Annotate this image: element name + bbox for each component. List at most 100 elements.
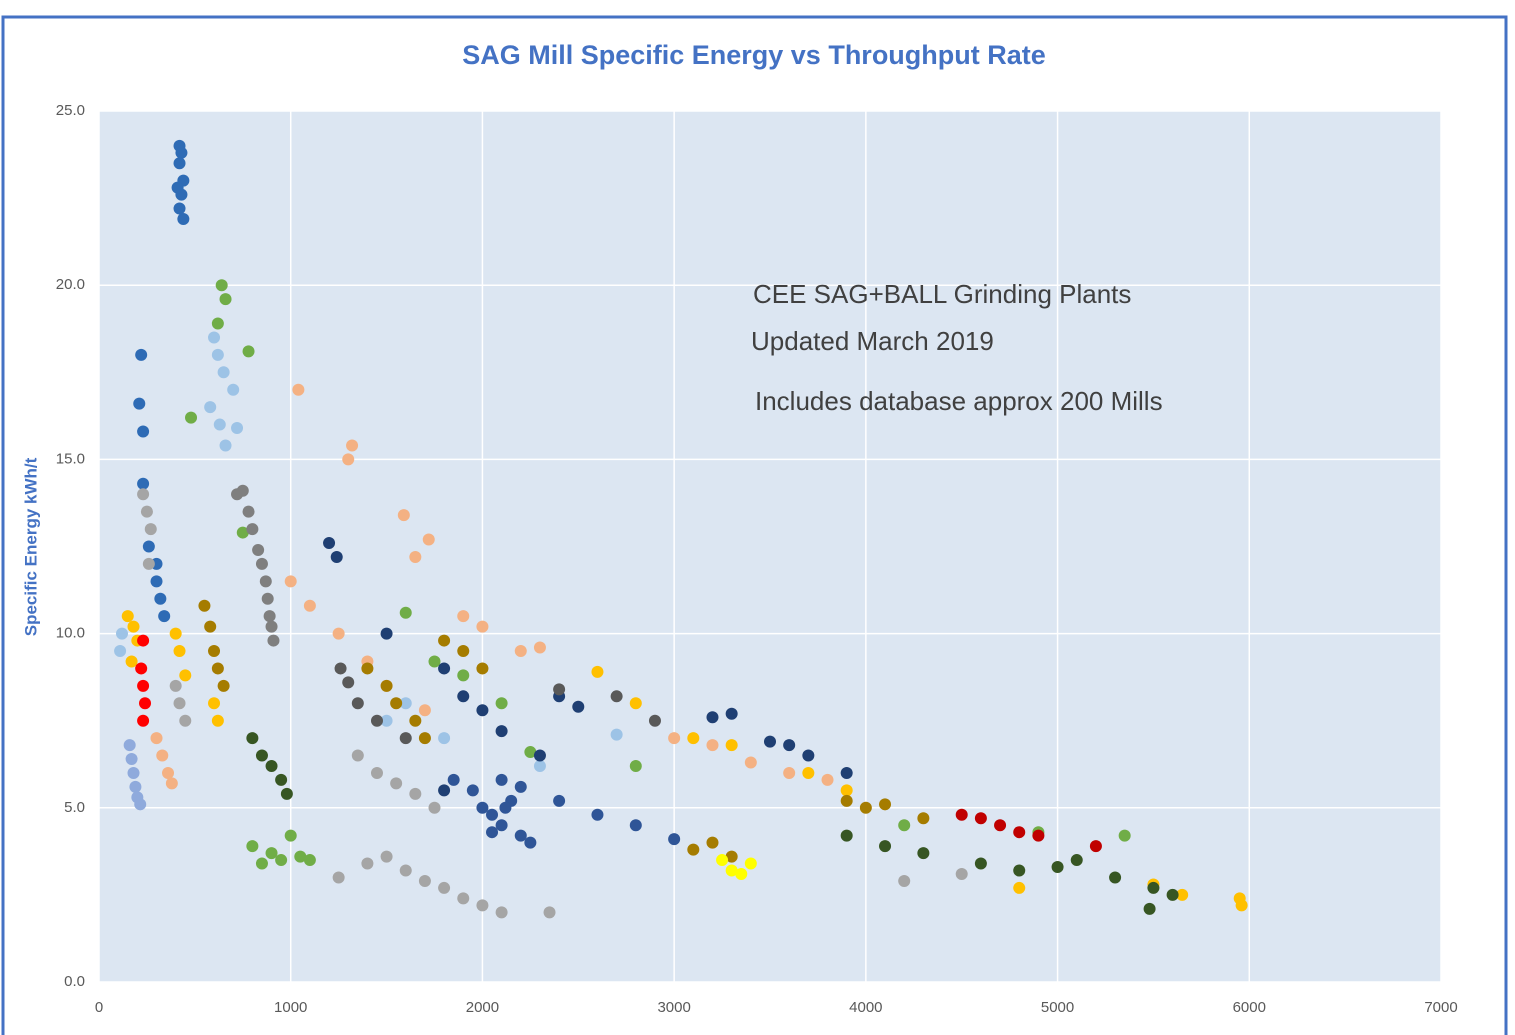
x-tick-label: 6000 (1233, 999, 1266, 1016)
point (284, 575, 297, 588)
point (303, 854, 316, 867)
y-tick-label: 5.0 (64, 799, 85, 816)
x-tick-label: 2000 (466, 999, 499, 1016)
point (514, 780, 527, 793)
point (1235, 899, 1248, 912)
point (185, 411, 198, 424)
point (514, 829, 527, 842)
point (142, 557, 155, 570)
point (974, 857, 987, 870)
point (495, 906, 508, 919)
point (1176, 888, 1189, 901)
point (139, 697, 152, 710)
point (380, 679, 393, 692)
plot-area (99, 111, 1441, 982)
point (495, 725, 508, 738)
point (121, 610, 134, 623)
point (706, 711, 719, 724)
point (668, 732, 681, 745)
point (1109, 871, 1122, 884)
point (572, 700, 585, 713)
point (668, 833, 681, 846)
point (879, 840, 892, 853)
point (135, 662, 148, 675)
point (361, 662, 374, 675)
point (334, 662, 347, 675)
point (150, 732, 163, 745)
point (173, 645, 186, 658)
point (591, 665, 604, 678)
point (370, 766, 383, 779)
point (495, 697, 508, 710)
point (142, 540, 155, 553)
point (533, 749, 546, 762)
point (495, 819, 508, 832)
point (137, 425, 150, 438)
point (171, 181, 184, 194)
point (380, 714, 393, 727)
point (242, 345, 255, 358)
point (137, 679, 150, 692)
point (137, 477, 150, 490)
point (418, 704, 431, 717)
point (783, 766, 796, 779)
point (173, 697, 186, 710)
point (744, 857, 757, 870)
point (859, 801, 872, 814)
point (219, 293, 232, 306)
point (917, 847, 930, 860)
point (764, 735, 776, 748)
point (259, 575, 272, 588)
point (211, 348, 224, 361)
point (457, 690, 470, 703)
point (294, 850, 307, 863)
point (370, 714, 383, 727)
y-axis-label: Specific Energy kWh/t (21, 457, 40, 636)
chart-title: SAG Mill Specific Energy vs Throughput R… (462, 40, 1046, 70)
point (725, 707, 738, 720)
point (217, 679, 230, 692)
point (783, 739, 796, 752)
point (802, 749, 815, 762)
point (292, 383, 305, 396)
y-tick-label: 15.0 (56, 450, 85, 467)
point (123, 739, 136, 752)
point (261, 592, 274, 605)
point (524, 746, 537, 759)
point (687, 732, 700, 745)
point (135, 348, 148, 361)
point (173, 157, 186, 170)
point (265, 759, 278, 772)
point (706, 836, 719, 849)
point (211, 662, 224, 675)
point (1051, 861, 1064, 874)
point (208, 697, 221, 710)
point (457, 610, 470, 623)
point (390, 777, 403, 790)
point (974, 812, 987, 825)
point (242, 505, 255, 518)
point (533, 641, 546, 654)
point (179, 669, 192, 682)
point (438, 784, 451, 797)
point (351, 749, 364, 762)
point (361, 857, 374, 870)
point (898, 819, 911, 832)
point (127, 620, 140, 633)
point (211, 317, 224, 330)
point (137, 634, 150, 647)
point (409, 714, 422, 727)
point (125, 753, 138, 766)
point (476, 620, 489, 633)
point (917, 812, 930, 825)
point (428, 655, 441, 668)
point (144, 523, 157, 536)
point (198, 599, 211, 612)
point (629, 819, 642, 832)
point (840, 784, 853, 797)
annotation: CEE SAG+BALL Grinding Plants (753, 279, 1131, 309)
point (591, 808, 604, 821)
point (994, 819, 1007, 832)
point (154, 592, 167, 605)
point (330, 550, 343, 563)
